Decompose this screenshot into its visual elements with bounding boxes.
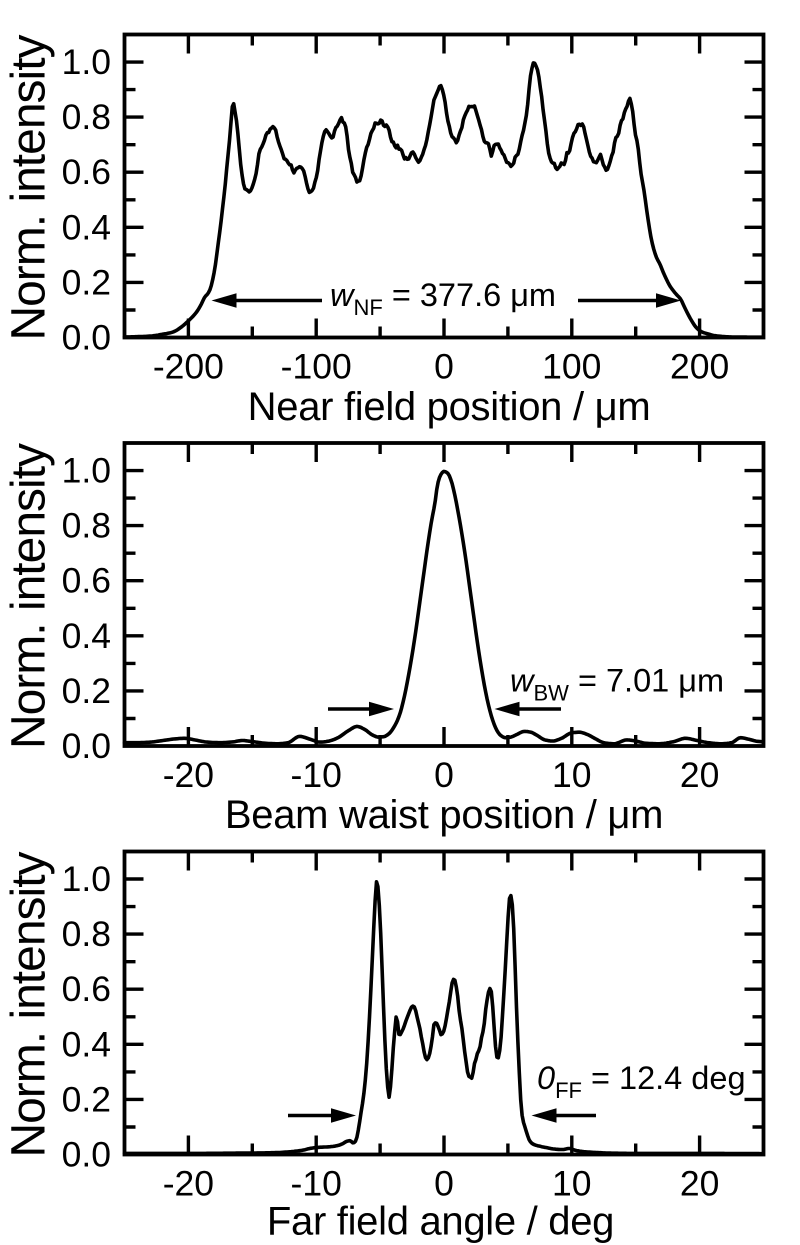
svg-text:1.0: 1.0 <box>62 42 111 82</box>
svg-text:20: 20 <box>680 1164 720 1204</box>
svg-text:0.4: 0.4 <box>62 616 111 656</box>
svg-text:1.0: 1.0 <box>62 859 111 899</box>
svg-text:-10: -10 <box>291 1164 342 1204</box>
svg-text:-100: -100 <box>281 347 352 387</box>
svg-text:0.2: 0.2 <box>62 671 111 711</box>
svg-text:0.4: 0.4 <box>62 207 111 247</box>
svg-text:0.4: 0.4 <box>62 1024 111 1064</box>
svg-text:Norm. intensity: Norm. intensity <box>3 443 56 749</box>
svg-text:0.8: 0.8 <box>62 914 111 954</box>
svg-text:0.0: 0.0 <box>62 318 111 358</box>
svg-text:0.0: 0.0 <box>62 726 111 766</box>
svg-text:1.0: 1.0 <box>62 451 111 491</box>
svg-text:-200: -200 <box>153 347 224 387</box>
svg-text:0FF = 12.4 deg: 0FF = 12.4 deg <box>537 1060 746 1103</box>
svg-text:0.6: 0.6 <box>62 969 111 1009</box>
svg-text:-20: -20 <box>163 1164 214 1204</box>
svg-text:-20: -20 <box>163 755 214 795</box>
svg-text:0.6: 0.6 <box>62 152 111 192</box>
svg-text:0: 0 <box>434 347 454 387</box>
svg-text:0.8: 0.8 <box>62 506 111 546</box>
svg-text:10: 10 <box>552 755 592 795</box>
svg-text:wNF = 377.6 μm: wNF = 377.6 μm <box>330 277 556 320</box>
svg-text:Beam waist position / μm: Beam waist position / μm <box>225 793 663 837</box>
svg-text:20: 20 <box>680 755 720 795</box>
svg-text:0: 0 <box>434 1164 454 1204</box>
svg-text:wBW = 7.01 μm: wBW = 7.01 μm <box>510 663 724 706</box>
svg-text:0.0: 0.0 <box>62 1135 111 1175</box>
svg-text:0.2: 0.2 <box>62 262 111 302</box>
svg-text:Far field angle / deg: Far field angle / deg <box>267 1200 614 1244</box>
svg-text:100: 100 <box>542 347 601 387</box>
svg-text:Norm. intensity: Norm. intensity <box>3 34 56 340</box>
svg-text:0: 0 <box>434 755 454 795</box>
svg-text:0.6: 0.6 <box>62 561 111 601</box>
svg-text:200: 200 <box>670 347 729 387</box>
svg-text:0.8: 0.8 <box>62 97 111 137</box>
svg-text:Near field position / μm: Near field position / μm <box>248 385 651 429</box>
svg-text:0.2: 0.2 <box>62 1079 111 1119</box>
svg-text:-10: -10 <box>291 755 342 795</box>
svg-text:10: 10 <box>552 1164 592 1204</box>
svg-text:Norm. intensity: Norm. intensity <box>3 851 56 1157</box>
